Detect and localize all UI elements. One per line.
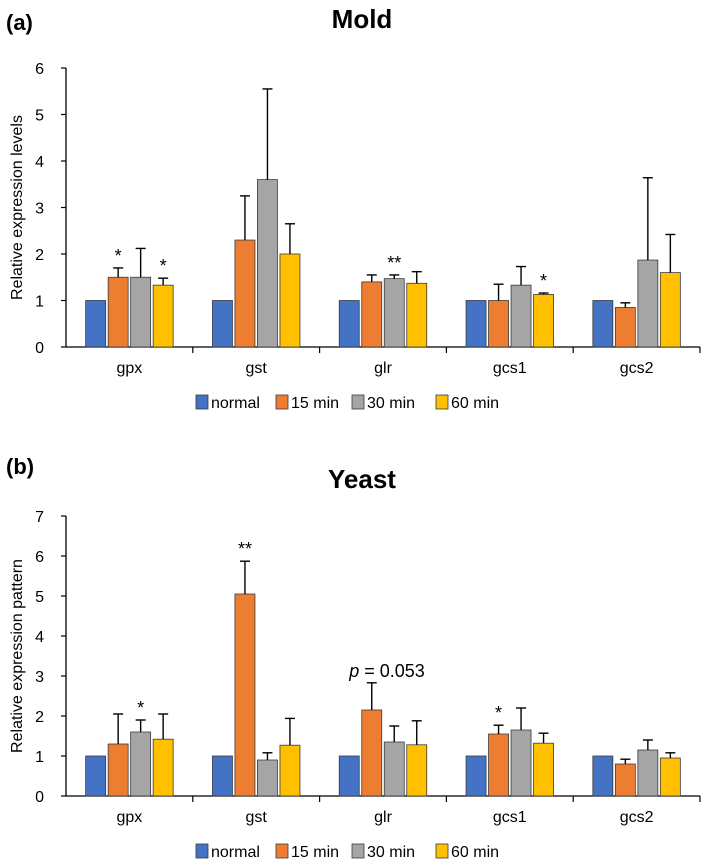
panel-b-bar-gcs1-60min [533,742,554,797]
panel-b-bar-gcs1-30min [510,729,532,797]
panel-a-bar-gcs1-30min [510,284,532,348]
panel-b-category-label-gcs2: gcs2 [620,809,654,826]
panel-a-bar-glr-60min [406,282,428,348]
panel-b-y-tick-label: 0 [35,789,44,806]
panel-a-category-label-gst: gst [246,360,268,377]
panel-b-bar-glr-15min [361,709,383,797]
panel-b-y-tick-label: 5 [35,589,44,606]
panel-b-y-tick-label: 3 [35,669,44,686]
panel-a-y-tick-label: 2 [35,247,44,264]
panel-a-y-tick-label: 5 [35,108,44,125]
panel-a-significance-gpx: * [115,246,122,266]
panel-a-bar-glr-30min [383,278,405,348]
panel-a-bar-gcs2-30min [637,259,659,348]
panel-a-y-axis-label: Relative expression levels [9,115,26,300]
panel-a-bar-gst-normal [212,300,233,348]
panel-b-legend-label-60min: 60 min [451,844,499,861]
panel-a-y-tick-label: 0 [35,340,44,357]
panel-b-y-tick-label: 1 [35,749,44,766]
panel-a-bar-gcs1-normal [465,300,487,348]
panel-b-bar-gpx-60min [152,738,174,797]
panel-a-legend-swatch-normal [195,394,209,410]
p-symbol: p [348,661,359,681]
panel-b-bar-glr-60min [406,744,428,797]
panel-a-y-tick-label: 6 [35,61,44,78]
panel-a-legend-label-normal: normal [211,395,260,412]
panel-a-bar-glr-normal [338,300,360,348]
panel-b-bar-gcs2-60min [659,757,681,797]
panel-a-significance-gpx: * [160,256,167,276]
panel-a-legend-swatch-30min [351,394,365,410]
panel-a-bar-gcs2-15min [614,307,636,348]
panel-b-significance-gpx: * [137,698,144,718]
panel-a-bar-gcs1-15min [488,300,509,348]
panel-b-bar-glr-normal [338,755,360,797]
panel-b-bar-gst-60min [279,744,301,797]
panel-b-legend-label-30min: 30 min [367,844,415,861]
panel-b-bar-gcs2-30min [637,749,659,797]
panel-b-bar-glr-30min [383,741,405,797]
panel-b-bar-gcs1-normal [465,755,487,797]
panel-a-category-label-gpx: gpx [117,360,143,377]
panel-b-bar-gcs1-15min [488,733,509,797]
panel-b-legend-swatch-60min [435,843,449,859]
panel-b-y-axis-label: Relative expression pattern [9,559,26,753]
panel-b-category-label-gcs1: gcs1 [493,809,527,826]
panel-b-significance-gst: ** [238,539,252,559]
panel-a-bar-gpx-15min [107,276,129,348]
panel-a-bar-gpx-normal [85,300,107,348]
panel-b-bar-gst-15min [234,593,256,797]
p-value: = 0.053 [359,661,425,681]
panel-a-bar-gst-30min [257,179,278,348]
panel-a-bar-gcs2-normal [592,300,614,348]
panel-b-y-tick-label: 4 [35,629,44,646]
panel-a-bar-gst-15min [234,239,256,348]
panel-a-y-tick-label: 1 [35,294,44,311]
panel-b-bar-gpx-normal [85,755,107,797]
panel-b-legend-label-15min: 15 min [291,844,339,861]
panel-a-legend-label-15min: 15 min [291,395,339,412]
panel-a-significance-gcs1: * [540,271,547,291]
panel-a-category-label-gcs2: gcs2 [620,360,654,377]
panel-a-legend-swatch-60min [435,394,449,410]
panel-a-category-label-glr: glr [374,360,392,377]
panel-a-title: Mold [332,4,393,34]
panel-b-bar-gst-normal [212,755,233,797]
panel-b-bar-gcs2-15min [614,763,636,797]
panel-a-category-label-gcs1: gcs1 [493,360,527,377]
panel-a-y-tick-label: 3 [35,201,44,218]
panel-b-legend-label-normal: normal [211,844,260,861]
panel-b-y-tick-label: 2 [35,709,44,726]
panel-b-bar-gpx-15min [107,743,129,797]
panel-a-legend-label-30min: 30 min [367,395,415,412]
panel-a-legend-swatch-15min [275,394,289,410]
panel-b-legend-swatch-15min [275,843,289,859]
panel-a-bar-glr-15min [361,281,383,348]
panel-b-legend-swatch-normal [195,843,209,859]
panel-a-letter: (a) [6,10,33,35]
panel-a-significance-glr: ** [387,253,401,273]
panel-a-bar-gcs1-60min [533,294,554,348]
panel-b-bar-gcs2-normal [592,755,614,797]
panel-b-bar-gpx-30min [130,731,152,797]
panel-b-category-label-glr: glr [374,809,392,826]
panel-b-bar-gst-30min [257,759,278,797]
panel-a-bar-gcs2-60min [659,272,681,348]
panel-a-bar-gpx-60min [152,284,174,348]
panel-b-category-label-gst: gst [246,809,268,826]
panel-b-title: Yeast [328,464,396,494]
panel-a-bar-gst-60min [279,253,301,348]
panel-b-y-tick-label: 6 [35,549,44,566]
panel-a-y-tick-label: 4 [35,154,44,171]
panel-b-significance-gcs1: * [495,703,502,723]
panel-b-y-tick-label: 7 [35,509,44,526]
panel-b-category-label-gpx: gpx [117,809,143,826]
panel-b-letter: (b) [6,454,34,479]
panel-b-legend-swatch-30min [351,843,365,859]
panel-a-bar-gpx-30min [130,276,152,348]
panel-a-legend-label-60min: 60 min [451,395,499,412]
panel-b-p-value-note: p = 0.053 [348,661,425,681]
